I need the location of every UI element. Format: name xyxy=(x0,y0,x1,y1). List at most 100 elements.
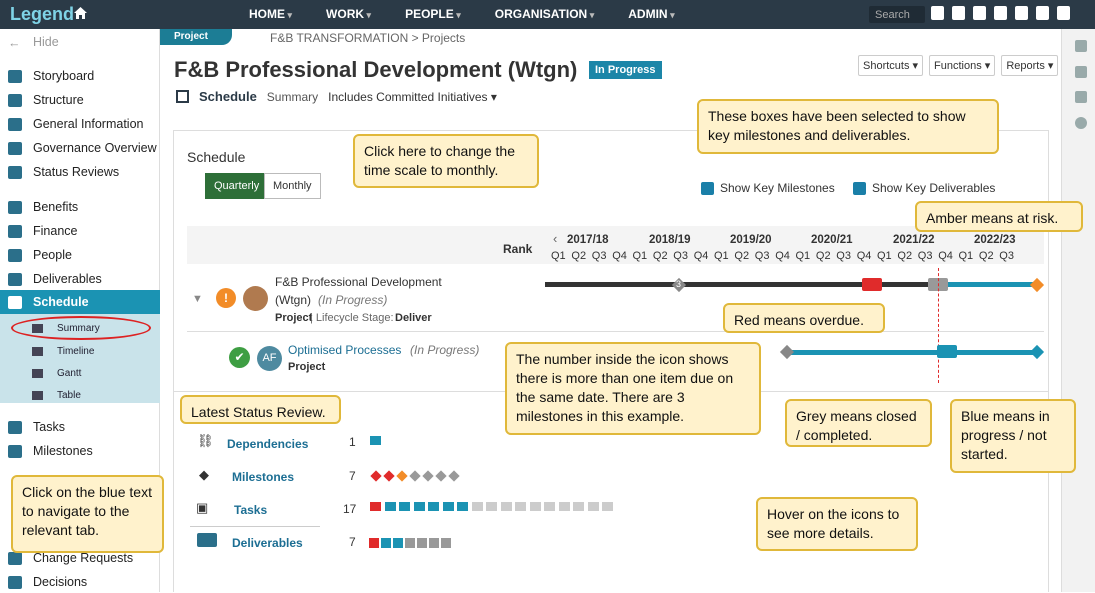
bookmark-icon[interactable] xyxy=(973,6,986,20)
task-marker[interactable] xyxy=(544,502,555,511)
document-icon[interactable] xyxy=(1015,6,1028,20)
nav-admin[interactable]: ADMIN xyxy=(628,7,674,21)
sidebar-item-decisions[interactable]: Decisions xyxy=(8,571,160,593)
warning-icon[interactable]: ! xyxy=(216,288,236,308)
help-icon[interactable] xyxy=(1075,117,1087,129)
task-marker[interactable] xyxy=(370,502,381,511)
deliverable-marker[interactable] xyxy=(417,538,427,548)
status-check-icon[interactable]: ✔ xyxy=(229,347,250,368)
task-marker[interactable] xyxy=(558,502,570,511)
functions-button[interactable]: Functions ▾ xyxy=(929,55,996,76)
sidebar-item-finance[interactable]: Finance xyxy=(8,220,160,242)
task-marker[interactable] xyxy=(500,502,512,511)
scroll-left-icon[interactable]: ‹ xyxy=(553,231,558,246)
sub-project-name[interactable]: Optimised Processes xyxy=(288,343,402,357)
dependency-marker[interactable] xyxy=(370,436,381,445)
sub-project-type: Project xyxy=(288,361,326,373)
sidebar-sub-timeline[interactable]: Timeline xyxy=(32,342,94,360)
task-marker[interactable] xyxy=(384,502,396,511)
task-marker[interactable] xyxy=(399,502,410,511)
search-input[interactable]: Search xyxy=(869,6,925,23)
quarter-label: Q1 xyxy=(632,250,648,262)
task-marker[interactable] xyxy=(471,502,483,511)
dependencies-count: 1 xyxy=(349,435,356,449)
deliverable-marker[interactable] xyxy=(393,538,403,548)
user-icon[interactable] xyxy=(1057,6,1070,20)
highlight-ellipse xyxy=(11,316,151,340)
include-dropdown[interactable]: Includes Committed Initiatives ▾ xyxy=(328,89,497,104)
task-marker[interactable] xyxy=(573,502,584,511)
callout-red: Red means overdue. xyxy=(723,303,885,333)
sidebar-hide[interactable]: ← Hide xyxy=(8,35,59,50)
deliverable-blue-icon[interactable] xyxy=(937,345,957,358)
task-marker[interactable] xyxy=(486,502,497,511)
list-icon[interactable] xyxy=(1075,66,1087,78)
arrow-left-icon: ← xyxy=(8,35,21,50)
task-marker[interactable] xyxy=(413,502,425,511)
task-marker[interactable] xyxy=(442,502,454,511)
sidebar-item-structure[interactable]: Structure xyxy=(8,89,160,111)
show-key-milestones-checkbox[interactable]: Show Key Milestones xyxy=(701,181,835,195)
tab-summary[interactable]: Summary xyxy=(266,89,319,104)
chat-icon[interactable] xyxy=(994,6,1007,20)
expand-icon[interactable]: ▼ xyxy=(192,293,203,305)
avatar[interactable]: AF xyxy=(257,346,282,371)
reports-button[interactable]: Reports ▾ xyxy=(1001,55,1059,76)
search-icon[interactable] xyxy=(931,6,944,20)
project-name-2[interactable]: (Wtgn) xyxy=(275,293,311,307)
nav-people[interactable]: PEOPLE xyxy=(405,7,461,21)
sidebar-item-deliverables[interactable]: Deliverables xyxy=(8,268,160,290)
main-nav: HOME WORK PEOPLE ORGANISATION ADMIN xyxy=(249,7,675,21)
tab-schedule[interactable]: Schedule xyxy=(199,89,257,104)
bell-icon[interactable] xyxy=(1036,6,1049,20)
breadcrumb[interactable]: F&B TRANSFORMATION > Projects xyxy=(270,31,466,45)
task-marker[interactable] xyxy=(457,502,468,511)
tasks-link[interactable]: Tasks xyxy=(234,503,268,517)
task-marker[interactable] xyxy=(602,502,613,511)
sidebar-item-status-reviews[interactable]: Status Reviews xyxy=(8,161,160,183)
home-icon[interactable] xyxy=(73,6,88,20)
sidebar-sub-table[interactable]: Table xyxy=(32,386,81,404)
comment-icon[interactable] xyxy=(1075,40,1087,52)
avatar[interactable] xyxy=(243,286,268,311)
info-icon xyxy=(8,117,22,131)
milestones-link[interactable]: Milestones xyxy=(232,470,295,484)
lock-icon[interactable] xyxy=(1075,91,1087,103)
sidebar-sub-gantt[interactable]: Gantt xyxy=(32,364,81,382)
deliverable-marker[interactable] xyxy=(381,538,391,548)
page-title: F&B Professional Development (Wtgn) xyxy=(174,57,578,82)
sidebar-item-governance-overview[interactable]: Governance Overview xyxy=(8,137,160,159)
monthly-button[interactable]: Monthly xyxy=(264,173,321,199)
deliverable-marker[interactable] xyxy=(441,538,451,548)
sidebar-item-tasks[interactable]: Tasks xyxy=(8,416,160,438)
sidebar-item-change-requests[interactable]: Change Requests xyxy=(8,547,160,569)
task-marker[interactable] xyxy=(587,502,599,511)
deliverable-marker[interactable] xyxy=(405,538,415,548)
quarterly-button[interactable]: Quarterly xyxy=(205,173,269,199)
nav-organisation[interactable]: ORGANISATION xyxy=(495,7,594,21)
sidebar-item-benefits[interactable]: Benefits xyxy=(8,196,160,218)
task-marker[interactable] xyxy=(515,502,526,511)
app-logo[interactable]: Legend xyxy=(10,4,75,24)
checkbox-icon xyxy=(853,181,866,195)
sidebar-item-people[interactable]: People xyxy=(8,244,160,266)
show-key-deliverables-checkbox[interactable]: Show Key Deliverables xyxy=(853,181,995,195)
sidebar-item-schedule[interactable]: Schedule xyxy=(8,291,160,313)
sidebar-item-general-information[interactable]: General Information xyxy=(8,113,160,135)
task-marker[interactable] xyxy=(529,502,541,511)
nav-home[interactable]: HOME xyxy=(249,7,292,21)
project-tab[interactable]: Project xyxy=(160,29,232,45)
plus-icon[interactable] xyxy=(952,6,965,20)
nav-work[interactable]: WORK xyxy=(326,7,371,21)
sidebar-item-milestones[interactable]: Milestones xyxy=(8,440,160,462)
deliverable-marker[interactable] xyxy=(429,538,439,548)
quarter-label: Q2 xyxy=(897,250,913,262)
deliverable-red-icon[interactable] xyxy=(862,278,882,291)
shortcuts-button[interactable]: Shortcuts ▾ xyxy=(858,55,924,76)
project-name[interactable]: F&B Professional Development xyxy=(275,275,442,289)
deliverable-marker[interactable] xyxy=(369,538,379,548)
sidebar-item-storyboard[interactable]: Storyboard xyxy=(8,65,160,87)
task-marker[interactable] xyxy=(428,502,439,511)
dependencies-link[interactable]: Dependencies xyxy=(227,437,309,451)
deliverables-link[interactable]: Deliverables xyxy=(232,536,303,550)
